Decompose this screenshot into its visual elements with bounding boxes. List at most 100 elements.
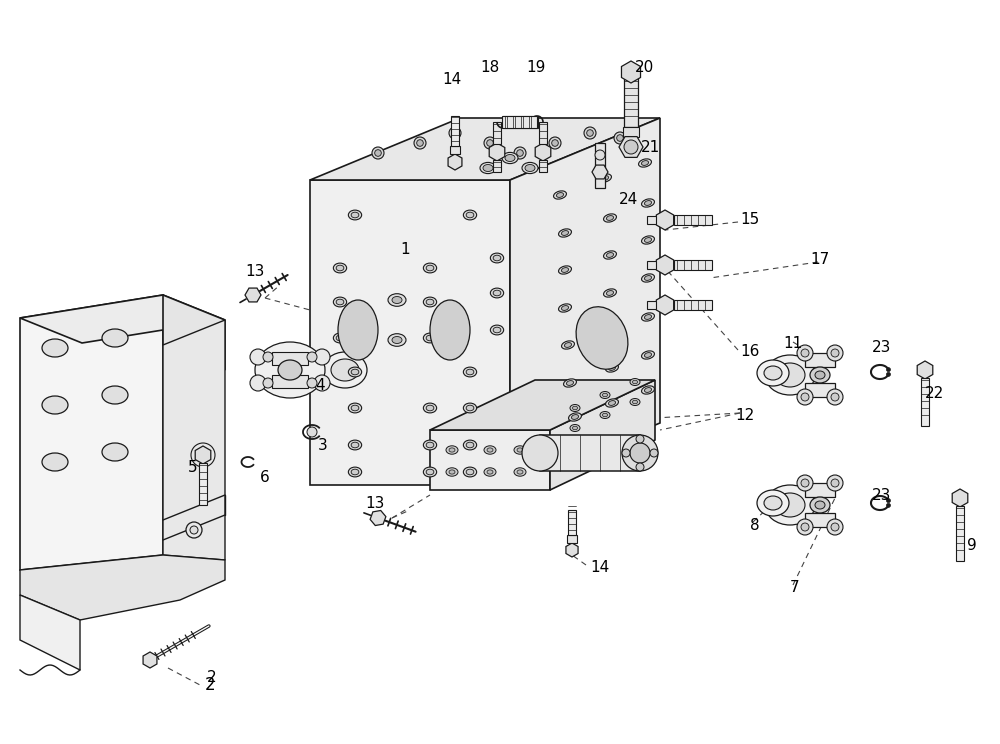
Polygon shape (430, 380, 655, 430)
Ellipse shape (569, 413, 581, 421)
Ellipse shape (351, 442, 359, 448)
Ellipse shape (633, 380, 638, 384)
Polygon shape (621, 61, 641, 83)
Ellipse shape (449, 470, 455, 474)
Circle shape (650, 449, 658, 457)
Circle shape (617, 135, 623, 141)
Ellipse shape (556, 193, 564, 197)
Circle shape (487, 140, 493, 147)
Ellipse shape (466, 469, 474, 475)
Ellipse shape (599, 174, 611, 182)
Circle shape (307, 378, 317, 388)
Bar (674, 260, 712, 270)
Ellipse shape (336, 265, 344, 271)
Ellipse shape (564, 379, 576, 387)
Text: 19: 19 (526, 60, 546, 75)
Polygon shape (656, 210, 674, 230)
Ellipse shape (564, 342, 572, 347)
Circle shape (797, 389, 813, 405)
Polygon shape (805, 483, 835, 497)
Ellipse shape (810, 497, 830, 513)
Ellipse shape (348, 403, 362, 413)
Ellipse shape (426, 469, 434, 475)
Text: 17: 17 (810, 252, 830, 268)
Circle shape (622, 449, 630, 457)
Ellipse shape (423, 297, 437, 307)
Ellipse shape (466, 405, 474, 411)
Text: 23: 23 (872, 341, 892, 356)
Ellipse shape (644, 315, 652, 319)
Ellipse shape (423, 403, 437, 413)
Circle shape (827, 519, 843, 535)
Ellipse shape (606, 253, 614, 257)
Ellipse shape (388, 334, 406, 346)
Bar (623, 127, 639, 137)
Ellipse shape (559, 266, 571, 274)
Bar (567, 535, 577, 543)
Text: 3: 3 (318, 437, 328, 452)
Ellipse shape (484, 468, 496, 476)
Text: 24: 24 (618, 193, 638, 208)
Bar (493, 122, 501, 144)
Ellipse shape (604, 289, 616, 297)
Bar (647, 301, 656, 309)
Ellipse shape (642, 274, 654, 282)
Text: 7: 7 (790, 580, 800, 595)
Polygon shape (805, 513, 835, 527)
Bar (450, 146, 460, 154)
Ellipse shape (348, 467, 362, 477)
Circle shape (886, 498, 890, 503)
Circle shape (801, 479, 809, 487)
Circle shape (372, 147, 384, 159)
Ellipse shape (487, 448, 493, 452)
Polygon shape (619, 137, 643, 158)
Polygon shape (272, 352, 308, 365)
Circle shape (190, 526, 198, 534)
Circle shape (831, 523, 839, 531)
Circle shape (263, 352, 273, 362)
Circle shape (307, 427, 317, 437)
Polygon shape (20, 295, 163, 570)
Ellipse shape (639, 159, 651, 167)
Ellipse shape (348, 367, 362, 377)
Bar (503, 116, 538, 128)
Ellipse shape (775, 493, 805, 517)
Polygon shape (540, 435, 640, 471)
Ellipse shape (42, 453, 68, 471)
Ellipse shape (483, 164, 493, 172)
Ellipse shape (392, 297, 402, 304)
Ellipse shape (102, 386, 128, 404)
Ellipse shape (765, 485, 815, 525)
Circle shape (801, 349, 809, 357)
Ellipse shape (570, 405, 580, 411)
Polygon shape (143, 652, 157, 668)
Ellipse shape (480, 162, 496, 173)
Ellipse shape (351, 369, 359, 375)
Polygon shape (20, 595, 80, 670)
Ellipse shape (606, 364, 618, 372)
Ellipse shape (815, 371, 825, 379)
Circle shape (307, 352, 317, 362)
Ellipse shape (423, 467, 437, 477)
Ellipse shape (642, 236, 654, 244)
Bar (647, 261, 656, 269)
Text: 14: 14 (442, 72, 462, 88)
Ellipse shape (570, 425, 580, 432)
Circle shape (197, 449, 209, 461)
Ellipse shape (446, 468, 458, 476)
Circle shape (452, 129, 458, 136)
Ellipse shape (554, 191, 566, 199)
Ellipse shape (604, 214, 616, 222)
Ellipse shape (517, 448, 523, 452)
Circle shape (886, 373, 890, 376)
Ellipse shape (559, 304, 571, 312)
Ellipse shape (336, 299, 344, 305)
Ellipse shape (333, 333, 347, 343)
Text: 1: 1 (400, 243, 410, 257)
Ellipse shape (600, 411, 610, 418)
Ellipse shape (487, 470, 493, 474)
Ellipse shape (255, 342, 325, 398)
Text: 8: 8 (750, 518, 760, 533)
Text: 13: 13 (245, 265, 265, 280)
Ellipse shape (642, 351, 654, 359)
